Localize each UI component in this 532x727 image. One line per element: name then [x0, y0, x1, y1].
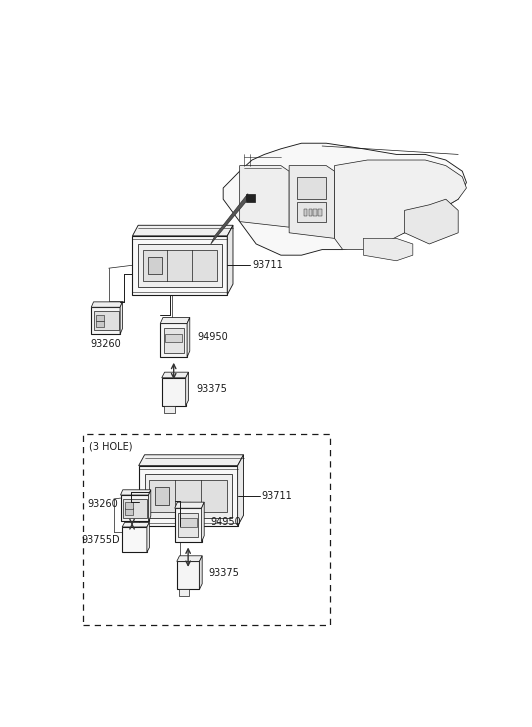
Bar [304, 209, 307, 216]
Circle shape [314, 220, 319, 225]
Bar [145, 474, 231, 518]
Bar [148, 257, 162, 274]
Polygon shape [132, 225, 233, 236]
Polygon shape [174, 502, 204, 508]
Bar [164, 406, 175, 413]
Polygon shape [120, 302, 122, 334]
Polygon shape [363, 238, 413, 261]
Polygon shape [186, 372, 188, 406]
Ellipse shape [256, 177, 289, 222]
Bar [180, 518, 197, 526]
Bar [96, 315, 104, 321]
Ellipse shape [261, 184, 284, 214]
Bar [309, 209, 312, 216]
Bar [124, 502, 133, 509]
Polygon shape [289, 166, 335, 238]
Polygon shape [148, 490, 151, 521]
Bar [246, 194, 255, 202]
Bar [178, 513, 198, 537]
Bar [163, 328, 184, 353]
Text: 93755D: 93755D [81, 534, 120, 545]
Bar [122, 527, 147, 552]
Polygon shape [211, 193, 248, 244]
Polygon shape [160, 318, 190, 324]
Bar [132, 236, 227, 294]
Bar [83, 434, 330, 624]
Polygon shape [238, 455, 244, 526]
Bar [92, 308, 120, 334]
Bar [155, 487, 169, 505]
Bar [94, 311, 119, 330]
Bar [149, 480, 227, 512]
Polygon shape [227, 225, 233, 294]
Polygon shape [404, 199, 458, 244]
Text: 94950: 94950 [211, 517, 242, 526]
Polygon shape [92, 302, 122, 308]
Polygon shape [223, 143, 467, 255]
Polygon shape [239, 166, 289, 228]
Ellipse shape [378, 244, 394, 256]
Polygon shape [187, 318, 190, 357]
Bar [124, 508, 133, 515]
Text: 93375: 93375 [196, 384, 227, 394]
Polygon shape [121, 490, 151, 495]
Text: 93260: 93260 [90, 339, 121, 348]
Polygon shape [335, 160, 467, 249]
Ellipse shape [424, 211, 443, 232]
Bar [121, 495, 148, 521]
Bar [138, 244, 222, 287]
Bar [143, 250, 217, 281]
Text: 93711: 93711 [252, 260, 283, 270]
Bar [177, 561, 200, 590]
Bar [123, 499, 147, 518]
Polygon shape [162, 372, 188, 378]
Polygon shape [202, 502, 204, 542]
Bar [165, 334, 182, 342]
Text: 93711: 93711 [262, 491, 292, 501]
Text: (3 HOLE): (3 HOLE) [89, 441, 132, 451]
Polygon shape [139, 455, 244, 466]
Bar [319, 209, 322, 216]
Bar [139, 466, 238, 526]
Text: 94950: 94950 [197, 332, 228, 342]
Bar [96, 321, 104, 327]
Polygon shape [122, 523, 149, 527]
Bar [174, 508, 202, 542]
Text: 93375: 93375 [209, 568, 239, 577]
Circle shape [307, 220, 312, 225]
Circle shape [301, 220, 305, 225]
Bar [297, 177, 326, 199]
Polygon shape [177, 555, 202, 561]
Bar [313, 209, 317, 216]
Text: 93260: 93260 [88, 499, 119, 509]
Bar [297, 202, 326, 222]
Bar [162, 378, 186, 406]
Bar [179, 590, 189, 596]
Bar [160, 324, 187, 357]
Polygon shape [147, 523, 149, 552]
Polygon shape [200, 555, 202, 590]
